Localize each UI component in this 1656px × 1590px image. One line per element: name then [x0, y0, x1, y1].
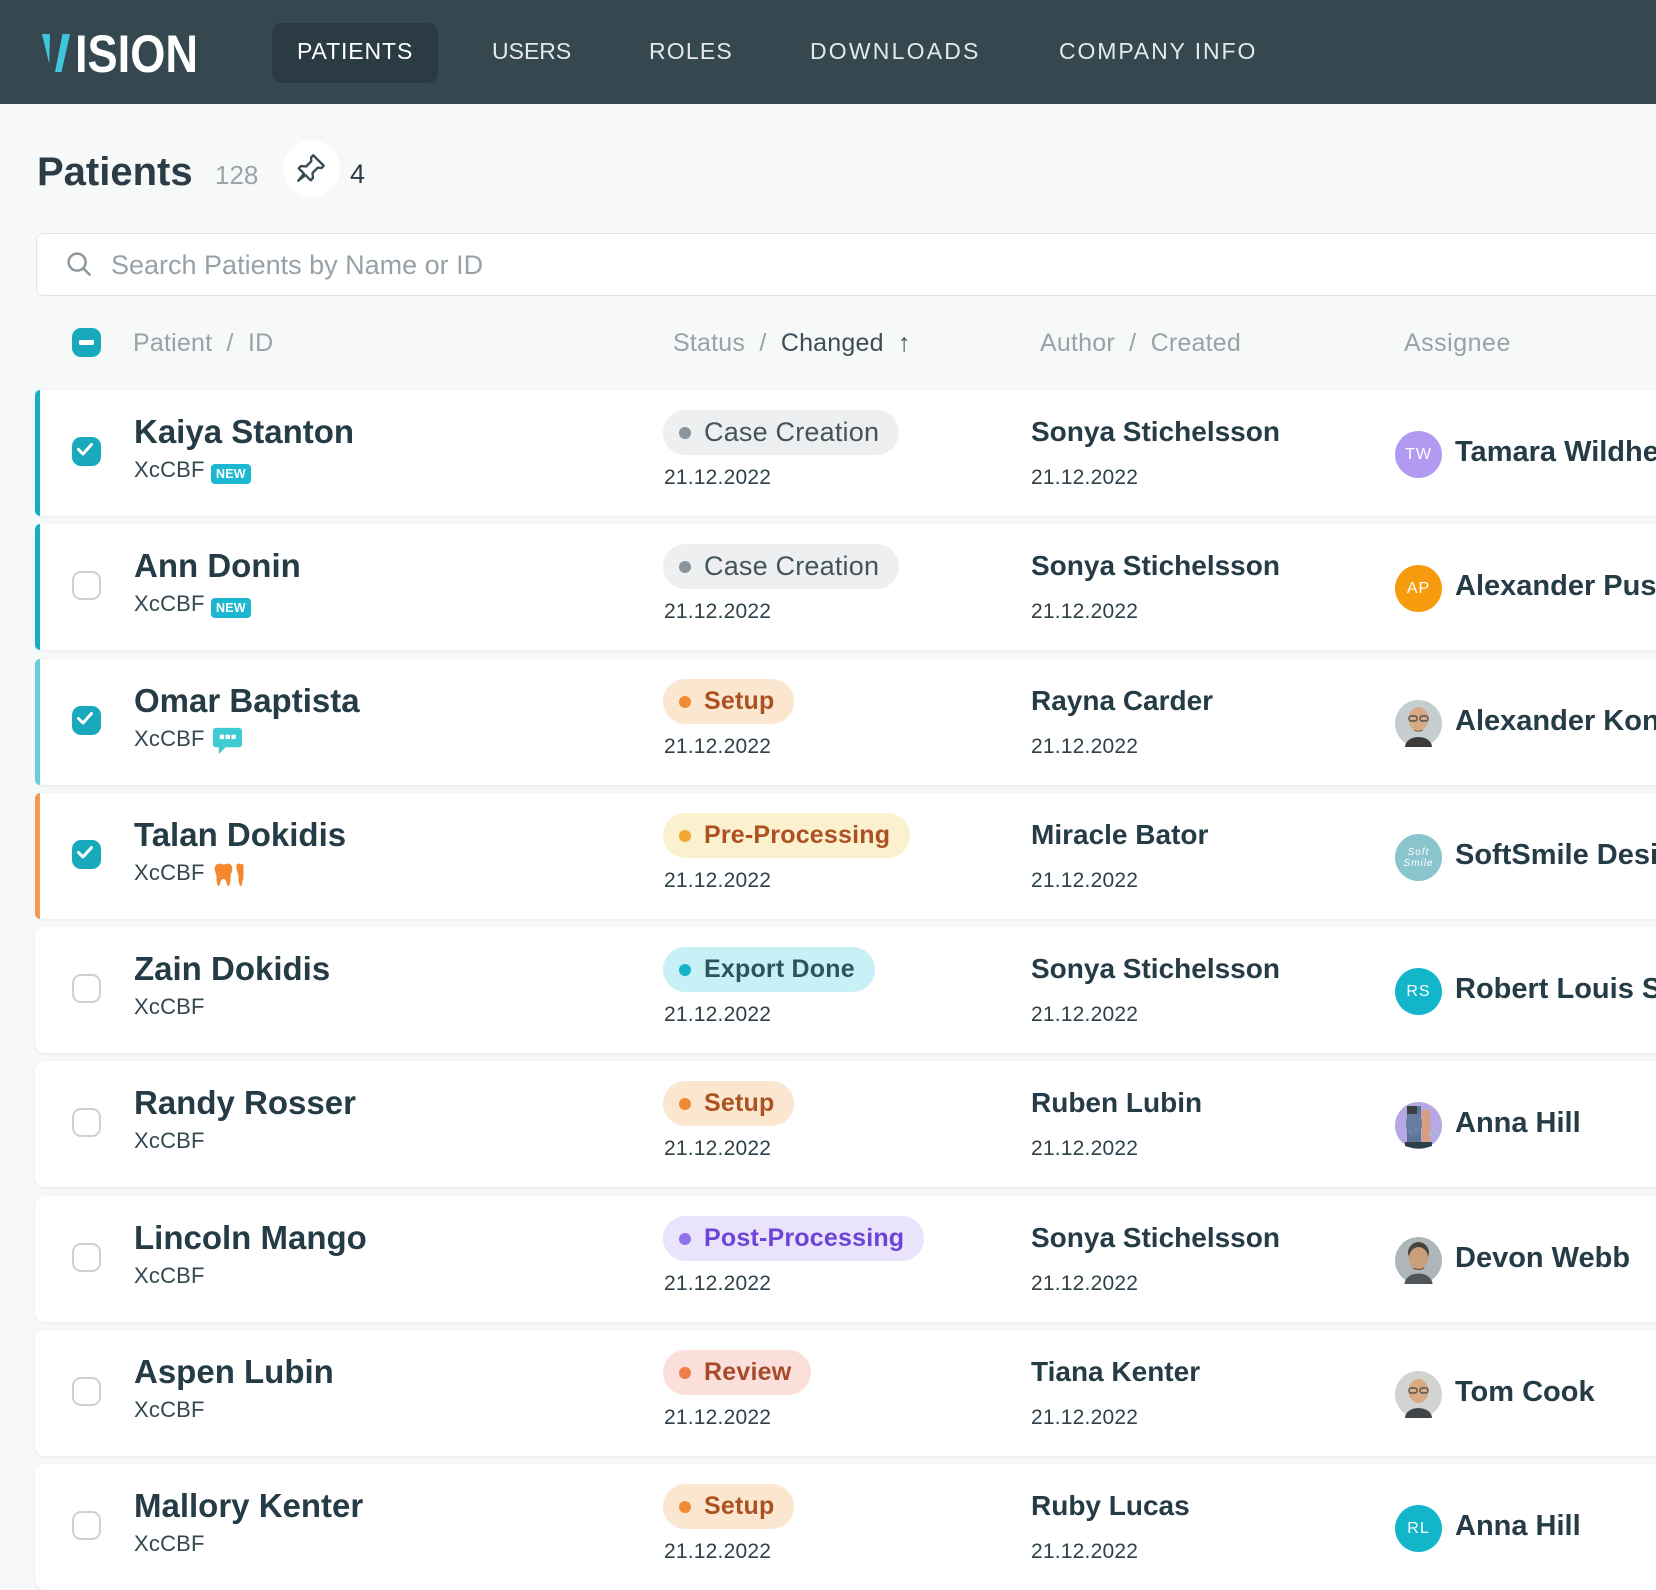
svg-text:ISION: ISION [75, 29, 198, 75]
svg-text:Smile: Smile [1403, 858, 1433, 869]
svg-text:Soft: Soft [1408, 847, 1430, 858]
